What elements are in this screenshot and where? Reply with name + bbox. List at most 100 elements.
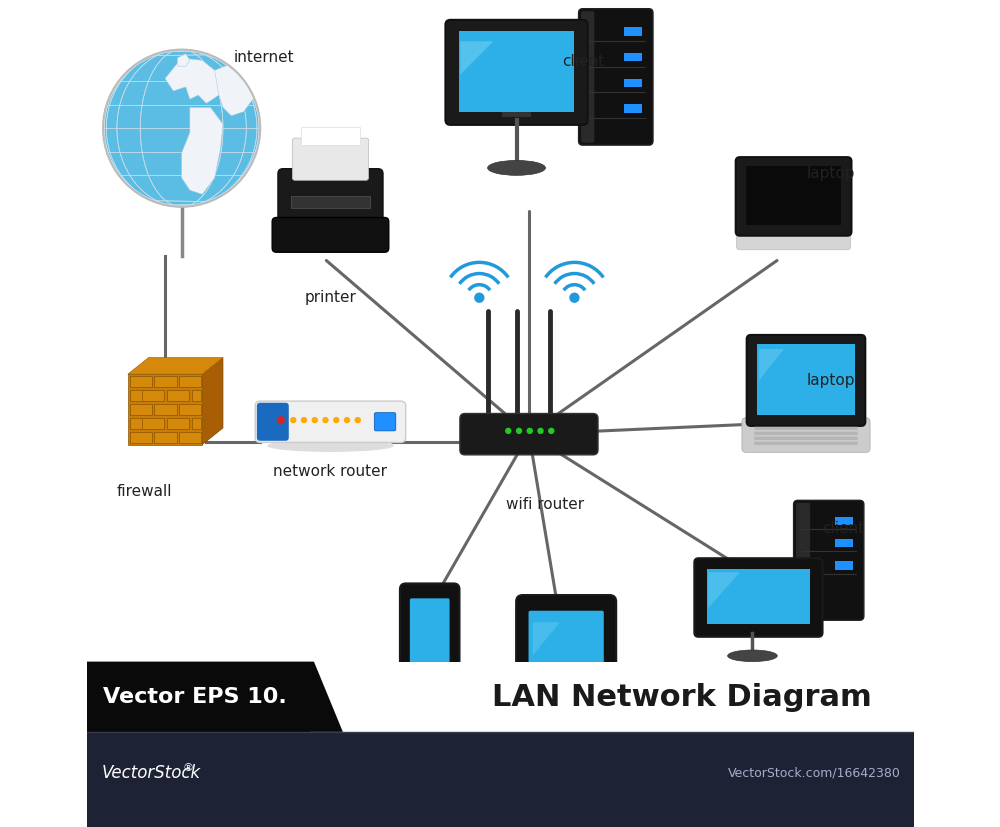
Polygon shape bbox=[182, 108, 223, 194]
FancyBboxPatch shape bbox=[301, 127, 360, 145]
FancyBboxPatch shape bbox=[624, 79, 642, 87]
Circle shape bbox=[538, 428, 543, 433]
FancyBboxPatch shape bbox=[754, 427, 858, 430]
FancyBboxPatch shape bbox=[192, 418, 201, 428]
FancyBboxPatch shape bbox=[754, 432, 858, 435]
FancyBboxPatch shape bbox=[694, 558, 823, 637]
FancyBboxPatch shape bbox=[179, 404, 201, 414]
Text: laptop: laptop bbox=[807, 165, 855, 181]
FancyBboxPatch shape bbox=[581, 12, 594, 143]
FancyBboxPatch shape bbox=[737, 228, 851, 250]
Ellipse shape bbox=[267, 440, 394, 452]
Text: wifi router: wifi router bbox=[506, 496, 585, 512]
FancyBboxPatch shape bbox=[142, 390, 164, 400]
Text: client: client bbox=[822, 521, 864, 537]
Polygon shape bbox=[310, 662, 368, 732]
FancyBboxPatch shape bbox=[529, 610, 604, 705]
Text: mobile phone: mobile phone bbox=[369, 719, 474, 735]
FancyBboxPatch shape bbox=[754, 442, 858, 445]
Circle shape bbox=[105, 51, 259, 205]
FancyBboxPatch shape bbox=[516, 595, 616, 729]
FancyBboxPatch shape bbox=[179, 432, 201, 443]
Circle shape bbox=[291, 418, 296, 423]
FancyBboxPatch shape bbox=[835, 562, 853, 570]
Circle shape bbox=[506, 428, 511, 433]
Circle shape bbox=[302, 418, 306, 423]
FancyBboxPatch shape bbox=[154, 432, 177, 443]
FancyBboxPatch shape bbox=[130, 432, 152, 443]
Circle shape bbox=[355, 418, 360, 423]
Circle shape bbox=[560, 704, 573, 717]
Ellipse shape bbox=[728, 650, 777, 662]
Circle shape bbox=[517, 428, 522, 433]
Polygon shape bbox=[87, 662, 343, 732]
FancyBboxPatch shape bbox=[130, 375, 152, 387]
Circle shape bbox=[312, 418, 317, 423]
Circle shape bbox=[527, 428, 532, 433]
Ellipse shape bbox=[488, 160, 545, 175]
FancyBboxPatch shape bbox=[736, 157, 851, 236]
Polygon shape bbox=[215, 60, 256, 116]
FancyBboxPatch shape bbox=[330, 662, 914, 732]
Text: VectorStock: VectorStock bbox=[101, 764, 201, 782]
FancyBboxPatch shape bbox=[291, 196, 370, 208]
Text: laptop: laptop bbox=[807, 372, 855, 388]
FancyBboxPatch shape bbox=[579, 9, 653, 146]
Text: Vector EPS 10.: Vector EPS 10. bbox=[103, 687, 287, 707]
FancyBboxPatch shape bbox=[179, 375, 201, 387]
Circle shape bbox=[103, 50, 260, 207]
Circle shape bbox=[424, 676, 435, 688]
FancyBboxPatch shape bbox=[142, 418, 164, 428]
FancyBboxPatch shape bbox=[130, 390, 152, 400]
Polygon shape bbox=[708, 572, 740, 608]
FancyBboxPatch shape bbox=[87, 732, 914, 827]
Polygon shape bbox=[460, 41, 493, 74]
FancyBboxPatch shape bbox=[410, 599, 450, 676]
FancyBboxPatch shape bbox=[747, 335, 865, 426]
Polygon shape bbox=[165, 58, 223, 103]
FancyBboxPatch shape bbox=[167, 418, 189, 428]
FancyBboxPatch shape bbox=[292, 138, 369, 180]
FancyBboxPatch shape bbox=[835, 517, 853, 525]
FancyBboxPatch shape bbox=[128, 374, 202, 445]
FancyBboxPatch shape bbox=[87, 662, 914, 732]
FancyBboxPatch shape bbox=[459, 31, 574, 112]
Polygon shape bbox=[533, 622, 560, 655]
Text: client: client bbox=[562, 54, 604, 69]
Polygon shape bbox=[177, 54, 190, 66]
Circle shape bbox=[345, 418, 349, 423]
FancyBboxPatch shape bbox=[272, 218, 389, 252]
FancyBboxPatch shape bbox=[742, 418, 870, 452]
FancyBboxPatch shape bbox=[835, 539, 853, 547]
FancyBboxPatch shape bbox=[757, 344, 855, 415]
FancyBboxPatch shape bbox=[400, 584, 459, 698]
FancyBboxPatch shape bbox=[374, 413, 396, 431]
Text: printer: printer bbox=[305, 289, 356, 305]
Circle shape bbox=[570, 294, 579, 302]
FancyBboxPatch shape bbox=[624, 104, 642, 112]
Polygon shape bbox=[759, 349, 784, 380]
FancyBboxPatch shape bbox=[154, 375, 177, 387]
FancyBboxPatch shape bbox=[707, 569, 810, 624]
Circle shape bbox=[334, 418, 339, 423]
Text: ®: ® bbox=[182, 763, 193, 773]
FancyBboxPatch shape bbox=[746, 166, 841, 225]
Text: LAN Network Diagram: LAN Network Diagram bbox=[492, 682, 872, 712]
FancyBboxPatch shape bbox=[257, 403, 289, 441]
Text: internet: internet bbox=[234, 50, 295, 65]
FancyBboxPatch shape bbox=[754, 437, 858, 440]
FancyBboxPatch shape bbox=[624, 27, 642, 36]
Circle shape bbox=[549, 428, 554, 433]
FancyBboxPatch shape bbox=[796, 503, 810, 618]
Circle shape bbox=[323, 418, 328, 423]
FancyBboxPatch shape bbox=[624, 53, 642, 61]
Polygon shape bbox=[128, 357, 223, 374]
Text: network router: network router bbox=[273, 463, 387, 479]
FancyBboxPatch shape bbox=[130, 404, 152, 414]
Polygon shape bbox=[202, 357, 223, 445]
FancyBboxPatch shape bbox=[794, 500, 864, 620]
Text: VectorStock.com/16642380: VectorStock.com/16642380 bbox=[728, 767, 901, 780]
FancyBboxPatch shape bbox=[154, 404, 177, 414]
FancyBboxPatch shape bbox=[167, 390, 189, 400]
FancyBboxPatch shape bbox=[192, 390, 201, 400]
